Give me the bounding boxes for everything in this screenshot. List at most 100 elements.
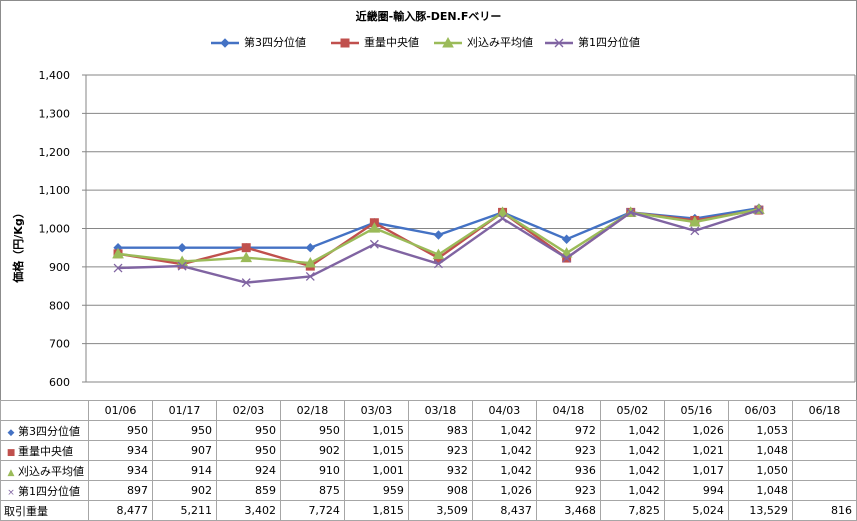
volume-value: 7,825 [599, 500, 665, 521]
table-header-row: 01/06 01/17 02/03 02/18 03/03 03/18 04/03 04/18… [0, 400, 857, 421]
legend-swatch [211, 38, 239, 48]
data-label: 1,048 [727, 440, 793, 461]
x-category-label: 01/17 [151, 400, 217, 421]
data-point-2 [241, 243, 251, 253]
legend-marker [220, 38, 230, 48]
data-point-4-stroke [498, 214, 508, 223]
legend-marker-stroke [554, 38, 564, 48]
data-label: 959 [343, 480, 409, 501]
volume-value: 3,468 [535, 500, 601, 521]
data-label: 936 [535, 460, 601, 481]
data-point-3 [240, 251, 253, 263]
legend-swatch [434, 36, 462, 48]
x-category-label: 06/18 [791, 400, 857, 421]
data-point-4 [562, 253, 572, 263]
y-tick-label: 900 [49, 261, 70, 274]
data-point-1 [561, 234, 572, 244]
data-label: 902 [279, 440, 345, 461]
data-label: 1,048 [727, 480, 793, 501]
data-point-3 [304, 257, 317, 268]
series-line-4 [118, 208, 760, 284]
row-legend-marker-icon: ■ [6, 447, 16, 458]
data-label [791, 480, 857, 501]
volume-value: 1,815 [343, 500, 409, 521]
chart-legend: 第3四分位値 重量中央値 刈込み平均値 第1四分位値 [0, 34, 857, 52]
legend-swatch [545, 38, 573, 48]
data-point-4-stroke [754, 205, 764, 215]
row-legend-marker-icon: ◆ [7, 427, 15, 438]
data-point-4-stroke [562, 253, 572, 263]
volume-value: 3,509 [407, 500, 473, 521]
data-point-4-stroke [433, 259, 443, 269]
row-label-cell: × 第1四分位値 [0, 480, 89, 501]
data-point-3 [368, 222, 381, 233]
volume-value: 7,724 [279, 500, 345, 521]
x-category-label: 03/18 [407, 400, 473, 421]
data-label: 950 [151, 420, 217, 441]
legend-label: 刈込み平均値 [467, 36, 533, 49]
data-point-3 [112, 247, 124, 259]
volume-value: 3,402 [215, 500, 281, 521]
data-point-1 [433, 230, 444, 240]
data-label: 934 [88, 460, 153, 481]
x-category-label: 05/02 [599, 400, 665, 421]
data-point-4-stroke [626, 207, 636, 217]
data-label: 907 [151, 440, 217, 461]
data-label: 1,001 [343, 460, 409, 481]
data-label: 972 [535, 420, 601, 441]
data-point-4 [305, 272, 315, 281]
row-label-cell: ◆ 第3四分位値 [0, 420, 89, 441]
legend-label: 重量中央値 [364, 36, 419, 49]
table-corner-cell [0, 400, 89, 421]
data-point-4 [177, 261, 187, 271]
data-label: 923 [535, 480, 601, 501]
data-point-4 [626, 207, 636, 217]
volume-value: 8,437 [471, 500, 537, 521]
x-category-label: 03/03 [343, 400, 409, 421]
data-label: 1,026 [663, 420, 729, 441]
data-label: 923 [535, 440, 601, 461]
legend-swatch [331, 38, 359, 48]
legend-label: 第3四分位値 [244, 36, 306, 49]
data-label: 924 [215, 460, 281, 481]
row-legend-marker-icon: ▲ [7, 467, 15, 478]
data-point-4 [113, 263, 123, 273]
data-label: 1,015 [343, 440, 409, 461]
data-point-3 [432, 248, 445, 260]
data-label: 897 [88, 480, 153, 501]
data-label: 859 [215, 480, 281, 501]
data-label: 1,042 [471, 420, 537, 441]
volume-value: 5,024 [663, 500, 729, 521]
data-label [791, 440, 857, 461]
data-label: 950 [215, 440, 281, 461]
y-tick-label: 600 [49, 376, 70, 389]
data-label: 1,042 [471, 460, 537, 481]
data-label: 983 [407, 420, 473, 441]
row-label: 刈込み平均値 [18, 464, 84, 478]
row-label: 第1四分位値 [18, 484, 80, 498]
x-category-label: 06/03 [727, 400, 793, 421]
data-label: 1,050 [727, 460, 793, 481]
x-category-label: 05/16 [663, 400, 729, 421]
volume-value: 8,477 [88, 500, 153, 521]
row-label-cell: ▲ 刈込み平均値 [0, 460, 89, 481]
chart-title: 近畿圏-輸入豚-DEN.Fベリー [355, 10, 502, 23]
data-point-4-stroke [241, 278, 251, 288]
data-label: 932 [407, 460, 473, 481]
table-row-volume: 取引重量 8,477 5,211 3,402 7,724 1,815 3,509 8,437 3… [0, 500, 857, 521]
data-point-4-stroke [690, 226, 700, 236]
data-label: 1,042 [599, 420, 665, 441]
data-table: 01/06 01/17 02/03 02/18 03/03 03/18 04/03 04/18… [0, 400, 857, 521]
data-point-4-stroke [113, 263, 123, 273]
series-line-1 [118, 206, 760, 249]
data-point-4-stroke [369, 239, 379, 249]
data-label: 1,053 [727, 420, 793, 441]
data-point-4 [369, 239, 379, 249]
data-point-3 [496, 206, 509, 217]
data-label: 875 [279, 480, 345, 501]
data-label: 1,042 [471, 440, 537, 461]
x-category-label: 04/18 [535, 400, 601, 421]
data-label: 910 [279, 460, 345, 481]
data-label: 923 [407, 440, 473, 461]
data-point-4 [754, 205, 764, 215]
